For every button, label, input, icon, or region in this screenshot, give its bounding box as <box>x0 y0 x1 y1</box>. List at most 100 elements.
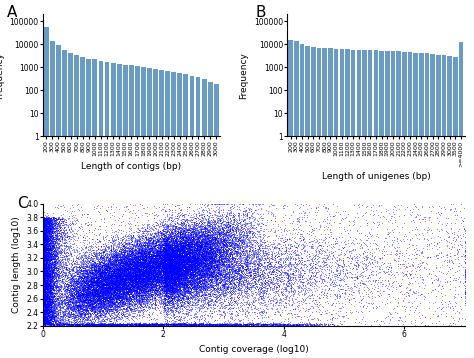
Point <box>41 280 49 285</box>
Point <box>127 259 135 265</box>
Point <box>82 292 90 298</box>
Point <box>200 250 208 256</box>
Point <box>93 297 101 303</box>
Point <box>276 224 283 230</box>
Point <box>138 263 146 269</box>
Point <box>67 271 74 277</box>
Point <box>137 279 145 284</box>
Point <box>124 289 131 294</box>
Point <box>115 270 123 275</box>
Point <box>153 258 160 264</box>
Point <box>163 237 171 242</box>
Point <box>149 247 157 252</box>
Point <box>207 323 215 328</box>
Point <box>184 243 191 248</box>
Point <box>43 258 51 263</box>
Point <box>104 281 112 287</box>
Point <box>43 297 50 303</box>
Point <box>231 226 239 232</box>
Point <box>182 289 190 294</box>
Point <box>74 323 82 329</box>
Point <box>181 266 189 272</box>
Point <box>225 301 233 306</box>
Point <box>157 299 164 304</box>
Point <box>171 272 179 277</box>
Point <box>250 309 258 315</box>
Point <box>203 223 210 229</box>
Point <box>105 297 113 303</box>
Point <box>168 260 175 265</box>
Point <box>208 263 216 269</box>
Point <box>132 279 139 285</box>
Point <box>91 279 99 285</box>
Point <box>132 292 140 298</box>
Point <box>323 295 331 301</box>
Point <box>158 265 166 270</box>
Point <box>41 313 49 319</box>
Point <box>81 272 88 278</box>
Point <box>170 263 178 269</box>
Point <box>135 293 143 299</box>
Point <box>215 288 222 294</box>
Point <box>156 247 164 252</box>
Point <box>134 294 142 299</box>
Point <box>168 251 175 256</box>
Point <box>220 237 228 243</box>
Point <box>176 246 183 252</box>
Point <box>96 268 103 274</box>
Point <box>119 270 127 275</box>
Point <box>86 310 94 316</box>
Point <box>83 283 91 289</box>
Point <box>116 275 124 281</box>
Point <box>96 321 103 327</box>
Point <box>155 279 163 285</box>
Point <box>156 254 164 260</box>
Point <box>223 201 230 207</box>
Point <box>76 323 83 329</box>
Point <box>84 321 92 327</box>
Point <box>151 306 158 311</box>
Point <box>49 268 56 274</box>
Point <box>461 231 468 236</box>
Point <box>161 255 168 260</box>
Point <box>88 251 95 257</box>
Point <box>115 255 122 261</box>
Point <box>217 245 225 251</box>
Point <box>149 269 156 275</box>
Point <box>125 290 132 295</box>
Point <box>248 210 255 216</box>
Point <box>212 207 219 213</box>
Point <box>174 232 182 238</box>
Point <box>48 297 55 303</box>
Point <box>155 271 162 277</box>
Point <box>158 257 165 263</box>
Point <box>370 220 378 226</box>
Point <box>70 321 77 327</box>
Point <box>113 299 121 305</box>
Point <box>144 247 151 253</box>
Point <box>98 285 106 290</box>
Point <box>110 303 118 309</box>
Point <box>67 273 75 279</box>
Point <box>109 277 117 283</box>
Point <box>44 224 52 229</box>
Point <box>182 265 189 270</box>
Point <box>126 234 134 240</box>
Point <box>166 250 173 256</box>
Point <box>196 241 203 247</box>
Point <box>207 284 214 289</box>
Point <box>264 322 271 328</box>
Point <box>81 275 88 280</box>
Point <box>159 281 166 286</box>
Point <box>208 219 215 225</box>
Point <box>133 212 140 218</box>
Point <box>153 285 160 291</box>
Point <box>252 322 260 328</box>
Point <box>239 263 246 269</box>
Point <box>45 265 52 270</box>
Point <box>352 266 359 271</box>
Point <box>207 224 214 230</box>
Point <box>166 321 173 327</box>
Point <box>222 290 229 295</box>
Point <box>138 276 146 282</box>
